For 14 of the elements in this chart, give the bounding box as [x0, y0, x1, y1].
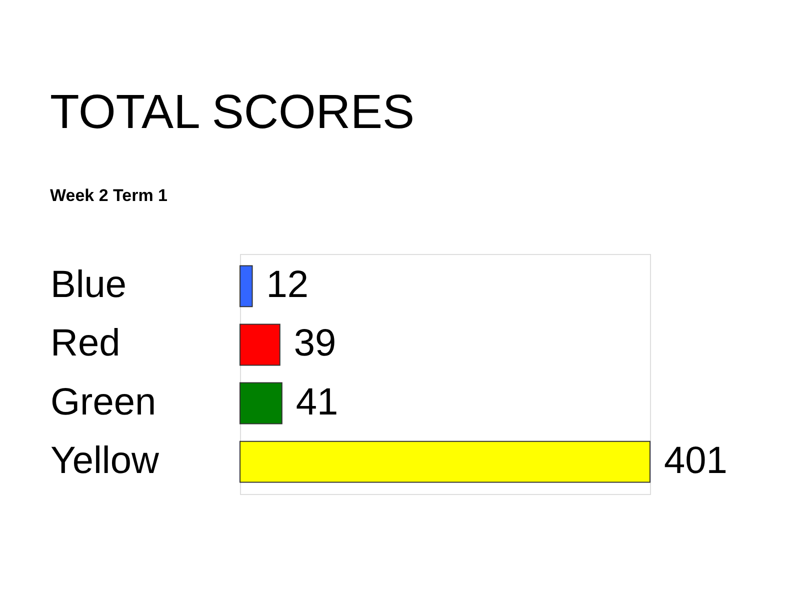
y-tick-label: Yellow — [50, 440, 160, 482]
y-tick-label: Green — [50, 381, 156, 424]
data-label: 401 — [664, 440, 728, 482]
bar — [240, 265, 253, 308]
y-tick-label: Red — [50, 322, 120, 365]
bar — [240, 382, 282, 424]
bar — [240, 440, 650, 483]
data-label: 39 — [294, 322, 336, 365]
chart-subtitle: Week 2 Term 1 — [50, 186, 168, 205]
data-label: 12 — [266, 264, 309, 306]
chart-title: TOTAL SCORES — [50, 86, 415, 139]
y-tick-label: Blue — [50, 264, 127, 306]
data-label: 41 — [296, 381, 338, 424]
bar — [240, 324, 280, 366]
